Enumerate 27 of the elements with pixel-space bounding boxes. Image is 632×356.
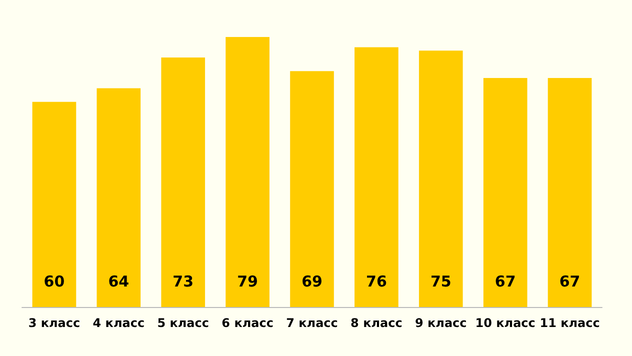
x-tick-label: 8 класс xyxy=(350,316,402,330)
x-tick-label: 4 класс xyxy=(92,316,145,330)
data-label: 67 xyxy=(494,272,516,290)
bar xyxy=(161,58,206,307)
x-tick-label: 10 класс xyxy=(475,316,536,330)
data-label: 75 xyxy=(430,272,452,290)
data-label: 73 xyxy=(172,272,194,290)
x-tick-label: 9 класс xyxy=(414,316,467,330)
bar xyxy=(354,47,398,307)
x-tick-label: 11 класс xyxy=(540,316,600,330)
x-tick-label: 7 класс xyxy=(286,316,338,330)
data-label: 79 xyxy=(237,272,258,290)
bar xyxy=(96,88,141,307)
bar xyxy=(483,78,528,307)
data-label: 64 xyxy=(108,272,130,290)
x-tick-label: 5 класс xyxy=(157,316,210,330)
bar xyxy=(226,37,270,307)
data-label: 67 xyxy=(559,272,580,290)
data-label: 76 xyxy=(366,272,387,290)
data-label: 60 xyxy=(44,272,65,290)
bar xyxy=(548,78,592,307)
bar xyxy=(290,71,334,307)
bar xyxy=(32,102,76,307)
data-label: 69 xyxy=(302,272,322,290)
x-tick-label: 3 класс xyxy=(28,316,80,330)
x-tick-label: 6 класс xyxy=(222,316,274,330)
bar xyxy=(418,50,463,307)
